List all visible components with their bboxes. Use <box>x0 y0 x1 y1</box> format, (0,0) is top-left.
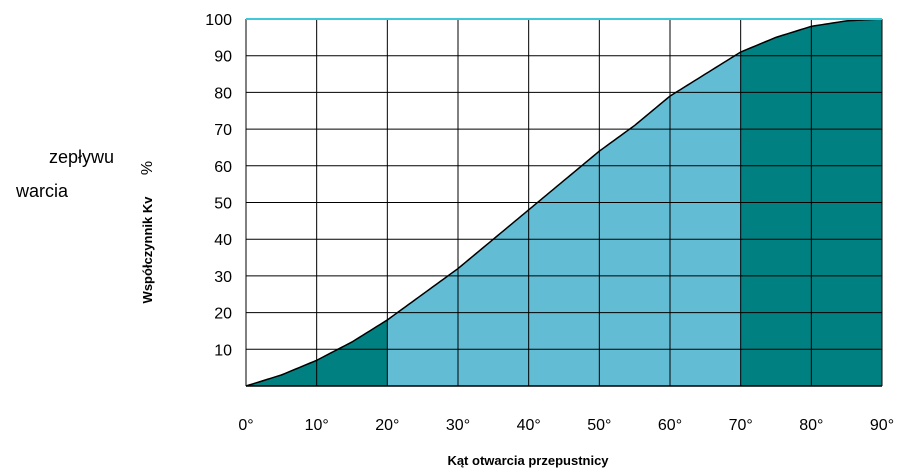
x-tick-label: 90° <box>870 417 894 434</box>
y-tick-label: 80 <box>214 85 232 102</box>
y-tick-label: 90 <box>214 49 232 66</box>
y-tick-label: 30 <box>214 269 232 286</box>
x-tick-label: 30° <box>446 417 470 434</box>
x-tick-label: 20° <box>375 417 399 434</box>
x-tick-label: 40° <box>517 417 541 434</box>
x-tick-label: 80° <box>799 417 823 434</box>
x-tick-label: 10° <box>305 417 329 434</box>
y-tick-label: 20 <box>214 306 232 323</box>
y-tick-label: 10 <box>214 342 232 359</box>
y-axis-label: Współczynnik Kv <box>140 196 155 304</box>
y-tick-label: 40 <box>214 232 232 249</box>
x-tick-label: 0° <box>238 417 253 434</box>
y-axis-label-group: Współczynnik Kv % <box>139 161 156 304</box>
side-text-2: warcia <box>15 181 68 201</box>
region-1 <box>387 52 741 386</box>
x-tick-label: 60° <box>658 417 682 434</box>
y-tick-label: 70 <box>214 122 232 139</box>
y-axis-unit: % <box>139 161 156 175</box>
side-text-1: zepływu <box>48 147 114 167</box>
region-0 <box>246 319 388 386</box>
x-tick-label: 70° <box>729 417 753 434</box>
y-tick-labels: 10 20 30 40 50 60 70 80 90 100 <box>205 12 232 359</box>
y-tick-label: 60 <box>214 159 232 176</box>
kv-curve <box>245 18 883 387</box>
x-axis-label: Kąt otwarcia przepustnicy <box>447 453 609 468</box>
y-tick-label: 100 <box>205 12 232 29</box>
x-tick-label: 50° <box>587 417 611 434</box>
y-tick-label: 50 <box>214 196 232 213</box>
x-tick-labels: 0° 10° 20° 30° 40° 50° 60° 70° 80° 90° <box>238 417 894 434</box>
